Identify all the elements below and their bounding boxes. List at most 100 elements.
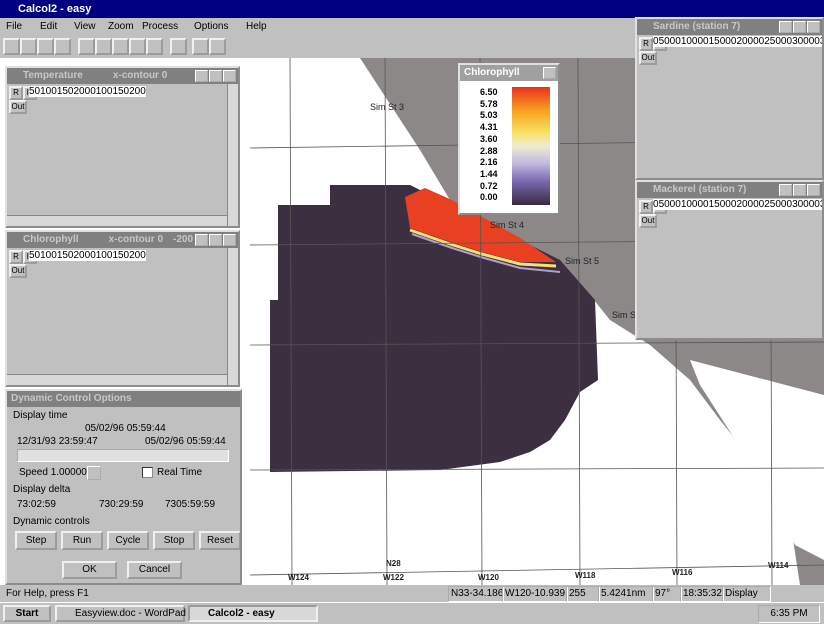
window-title: Sardine (station 7) [637,19,822,35]
window-title: Mackerel (station 7) [637,182,822,198]
y-axis-label: 100 [95,86,113,97]
menu-item[interactable]: Edit [40,21,58,32]
x-axis-label: 100 [40,86,57,97]
window-control[interactable] [195,70,208,82]
window-control[interactable] [223,70,236,82]
window-control[interactable] [807,184,820,196]
y-tick-label: 10000 [680,36,709,47]
control-button[interactable]: Stop [153,531,195,550]
y-tick-label: 20000 [736,36,765,47]
legend-label: 2.88 [480,145,498,156]
tool-button[interactable] [192,38,209,55]
station-label: Sim St [612,310,639,320]
cancel-button[interactable]: Cancel [127,561,182,579]
control-button[interactable]: Cycle [107,531,149,550]
menu-item[interactable]: File [6,21,23,32]
status-cell: 5.4241nm [598,586,654,602]
view-button[interactable]: R [9,86,23,100]
view-button[interactable]: Out [639,214,657,228]
checkbox[interactable] [142,467,153,478]
app-title: Calcol2 - easy [0,0,824,18]
tool-button[interactable] [37,38,54,55]
menu-item[interactable]: Options [194,21,229,32]
speed: Speed 1.00000 [19,467,87,478]
menu-item[interactable]: Process [142,21,179,32]
y-tick-label: 30000 [792,36,820,47]
view-button[interactable]: R [639,37,653,51]
status-cell: 18:35:32 [680,586,724,602]
window-control[interactable] [195,234,208,246]
window-control[interactable] [807,21,820,33]
control-button[interactable]: Run [61,531,103,550]
y-axis-label: 200 [129,250,146,261]
window-control[interactable] [779,184,792,196]
window-control[interactable] [209,70,222,82]
tool-button[interactable] [95,38,112,55]
y-tick-label: 5000 [658,36,681,47]
dynamic-control-dialog: Dynamic Control Options Display time 05/… [5,389,242,585]
status-cell: W120-10.939 [502,586,568,602]
menu-bar: File Edit View Zoom Process Options Help [0,18,824,36]
color-bar [512,87,550,205]
delta-value: 73:02:59 [17,499,56,510]
tool-button[interactable] [20,38,37,55]
spinner[interactable] [87,466,101,480]
menu-item[interactable]: View [74,21,96,32]
view-button[interactable]: Out [9,264,27,278]
task-button[interactable]: Easyview.doc - WordPad [55,605,186,622]
line-chart: 0500010000150002000025000300003500019801… [653,199,822,210]
window-control[interactable] [209,234,222,246]
tool-button[interactable] [112,38,129,55]
window-control[interactable] [223,234,236,246]
task-button[interactable]: Calcol2 - easy [188,605,318,622]
time-slider[interactable] [17,449,229,462]
tool-button[interactable] [170,38,187,55]
taskbar: Start 6:35 PM Easyview.doc - WordPad Calc… [0,602,824,624]
tool-button[interactable] [209,38,226,55]
window-control[interactable] [779,21,792,33]
window-control[interactable] [793,21,806,33]
view-button[interactable]: R [9,250,23,264]
y-axis-label: 100 [95,250,113,261]
legend-label: 6.50 [480,87,498,97]
start-button[interactable]: Start [3,605,51,622]
tool-button[interactable] [78,38,95,55]
y-tick-label: 35000 [820,199,822,210]
x-axis-label: 200 [73,250,91,261]
window-control[interactable] [793,184,806,196]
grid-label: W116 [672,568,693,577]
y-axis-label: 150 [112,86,130,97]
window-title-text: Temperature [23,70,83,81]
tool-button[interactable] [54,38,71,55]
y-tick-label: 25000 [764,36,793,47]
legend-label: 5.78 [480,98,498,109]
control-button[interactable]: Reset [199,531,240,550]
tool-button[interactable] [146,38,163,55]
view-button[interactable]: R [639,200,653,214]
grid-label: W114 [768,561,789,570]
tool-button[interactable] [129,38,146,55]
y-tick-label: 10000 [680,199,709,210]
tool-button[interactable] [3,38,20,55]
view-text: x-contour 0 [108,234,164,245]
delta-value: 730:29:59 [99,499,144,510]
legend-title: Chlorophyll [460,65,558,81]
y-tick-label: 15000 [708,36,737,47]
x-axis-label: 100 [40,250,57,261]
close-button[interactable] [543,67,556,79]
current-time: 05/02/96 05:59:44 [85,423,166,434]
scrollbar [227,84,238,226]
menu-item[interactable]: Zoom [108,21,134,32]
menu-item[interactable]: Help [246,21,267,32]
y-tick-label: 0 [653,36,659,47]
help-text: For Help, press F1 [6,588,89,599]
view-button[interactable]: Out [9,100,27,114]
legend-label: 3.60 [480,133,498,144]
window-title-text: Chlorophyll [23,234,79,245]
control-button[interactable]: Step [15,531,57,550]
view-button[interactable]: Out [639,51,657,65]
grid-label: W124 [288,573,309,582]
ok-button[interactable]: OK [62,561,117,579]
